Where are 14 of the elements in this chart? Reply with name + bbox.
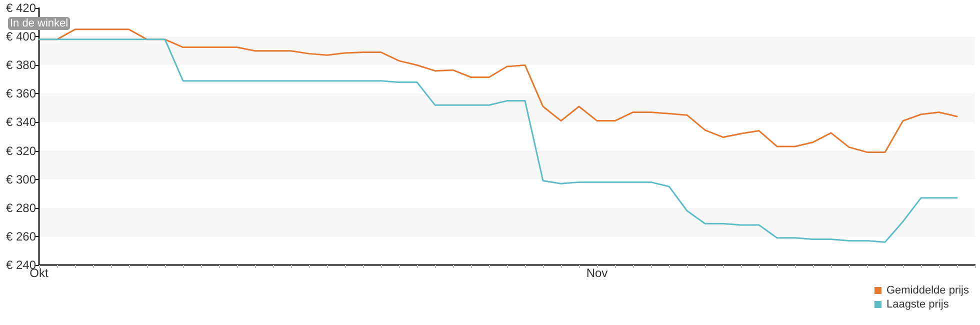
y-tick-label: € 400 (6, 30, 36, 44)
legend-label: Gemiddelde prijs (886, 284, 970, 296)
y-tick-label: € 320 (6, 144, 36, 158)
y-tick-label: € 380 (6, 58, 36, 72)
y-tick-label: € 260 (6, 229, 36, 244)
y-tick-label: € 280 (6, 200, 36, 215)
y-tick-label: € 420 (6, 1, 36, 15)
y-tick-label: € 360 (6, 86, 36, 101)
line-series (38, 38, 958, 243)
legend-label: Laagste prijs (886, 298, 950, 310)
annotation: In de winkel (10, 18, 68, 30)
y-tick-label: € 340 (6, 115, 36, 130)
y-tick-label: € 300 (6, 172, 36, 186)
x-tick-label: Nov (586, 266, 608, 280)
